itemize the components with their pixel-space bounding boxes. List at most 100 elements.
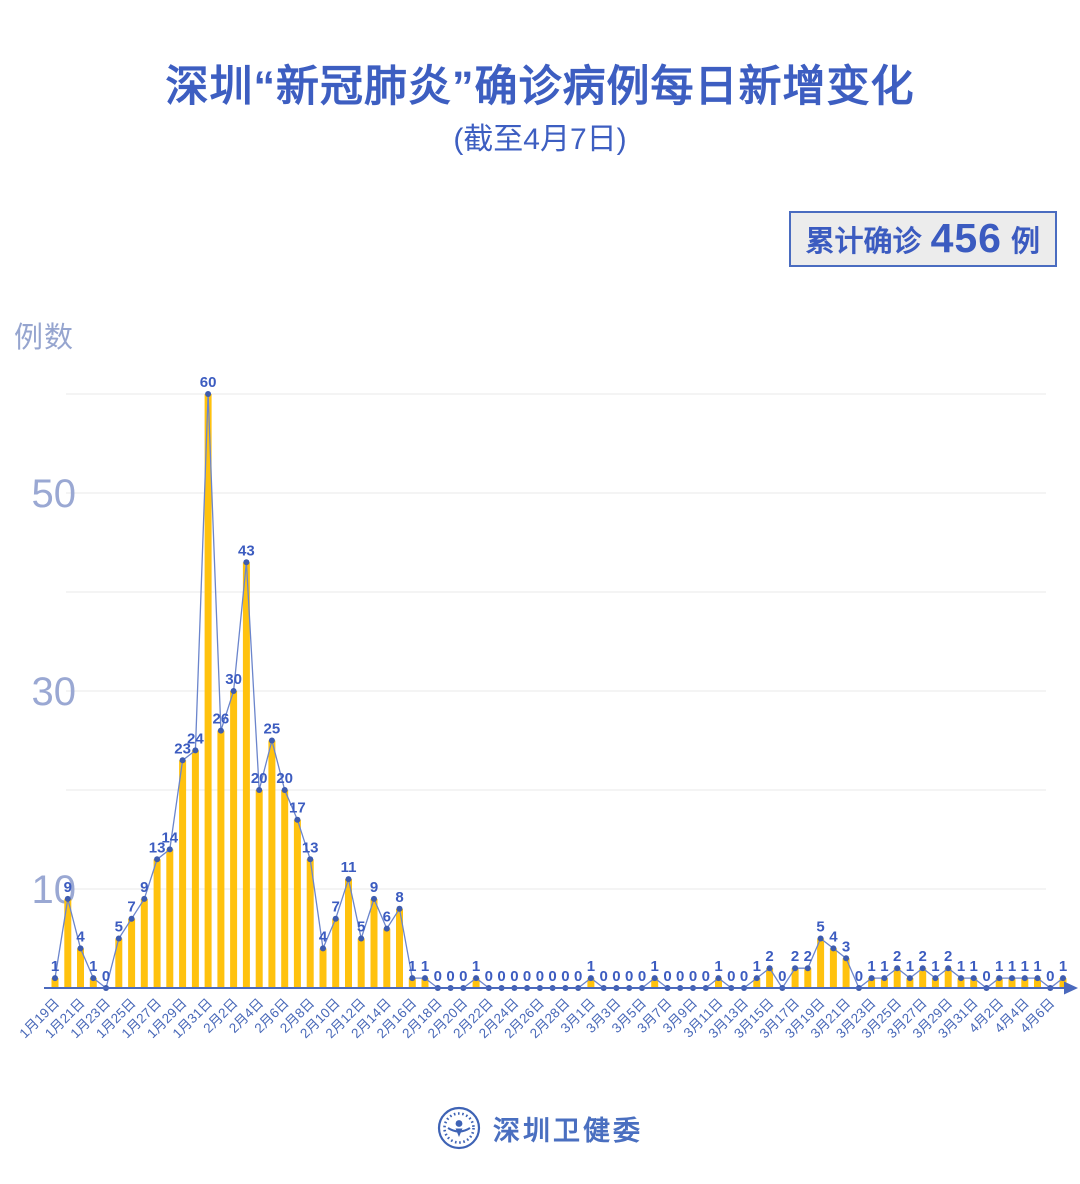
- bar: [1021, 978, 1029, 988]
- bar: [957, 978, 965, 988]
- value-label: 0: [740, 968, 748, 985]
- bar: [230, 691, 238, 988]
- bar: [191, 750, 199, 988]
- value-label: 3: [842, 938, 850, 955]
- value-label: 7: [332, 899, 340, 916]
- bar: [242, 562, 250, 988]
- value-label: 5: [115, 919, 123, 936]
- value-label: 13: [302, 839, 319, 856]
- value-label: 0: [855, 968, 863, 985]
- data-point: [473, 975, 480, 982]
- value-label: 20: [251, 770, 268, 787]
- bar: [1008, 978, 1016, 988]
- bar: [77, 948, 84, 988]
- data-point: [115, 935, 122, 942]
- data-point: [128, 915, 135, 922]
- value-label: 25: [264, 721, 281, 738]
- value-label: 30: [225, 671, 242, 688]
- bar: [829, 948, 837, 988]
- value-label: 1: [753, 958, 761, 975]
- value-label: 0: [676, 968, 684, 985]
- value-label: 0: [574, 968, 582, 985]
- value-label: 13: [149, 839, 166, 856]
- value-label: 7: [127, 899, 135, 916]
- bar: [396, 908, 403, 988]
- value-label: 60: [200, 374, 217, 391]
- value-label: 8: [395, 889, 403, 906]
- value-label: 0: [982, 968, 990, 985]
- bar: [204, 394, 212, 988]
- value-label: 0: [485, 968, 493, 985]
- value-label: 0: [600, 968, 608, 985]
- bar: [140, 898, 148, 988]
- badge-unit-label: 例: [1010, 226, 1040, 258]
- value-label: 1: [421, 958, 429, 975]
- bar: [842, 958, 850, 988]
- footer-org-name: 深圳卫健委: [493, 1115, 643, 1146]
- bar: [817, 938, 825, 988]
- bar: [281, 790, 289, 988]
- page-title: 深圳“新冠肺炎”确诊病例每日新增变化: [165, 63, 915, 111]
- value-label: 1: [1008, 958, 1016, 975]
- value-label: 0: [702, 968, 710, 985]
- bar: [1034, 978, 1041, 988]
- data-point: [307, 856, 314, 863]
- value-label: 0: [561, 968, 569, 985]
- value-label: 2: [791, 948, 799, 965]
- bar: [868, 978, 876, 988]
- data-point: [371, 895, 377, 902]
- value-label: 1: [906, 958, 914, 975]
- bar: [51, 978, 59, 988]
- badge-prefix-label: 累计确诊: [805, 226, 922, 258]
- value-label: 1: [880, 958, 888, 975]
- value-label: 1: [651, 958, 659, 975]
- data-point: [804, 965, 811, 972]
- value-label: 9: [64, 879, 72, 896]
- value-label: 0: [663, 968, 671, 985]
- data-point: [932, 975, 939, 982]
- value-label: 2: [765, 948, 773, 965]
- value-label: 0: [446, 968, 454, 985]
- value-label: 0: [612, 968, 620, 985]
- bar: [651, 978, 659, 988]
- value-label: 0: [1046, 968, 1054, 985]
- data-point: [141, 895, 148, 902]
- data-point: [383, 925, 390, 932]
- data-point: [396, 905, 403, 912]
- bar: [217, 730, 225, 988]
- value-label: 4: [76, 928, 85, 945]
- data-point: [817, 935, 824, 942]
- value-label: 0: [548, 968, 556, 985]
- data-point: [958, 975, 964, 982]
- value-label: 1: [970, 958, 978, 975]
- data-point: [1060, 975, 1066, 982]
- bar: [906, 978, 914, 988]
- value-label: 0: [689, 968, 697, 985]
- data-point: [1034, 975, 1041, 982]
- value-label: 1: [867, 958, 875, 975]
- data-point: [205, 391, 212, 397]
- value-label: 0: [434, 968, 442, 985]
- value-label: 0: [102, 968, 110, 985]
- data-point: [587, 975, 594, 982]
- bar: [64, 898, 72, 988]
- value-label: 4: [829, 928, 838, 945]
- bar: [587, 978, 595, 988]
- value-label: 14: [161, 829, 178, 846]
- data-point: [268, 737, 275, 744]
- data-point: [243, 559, 250, 566]
- bar: [319, 948, 327, 988]
- data-point: [830, 945, 837, 952]
- value-label: 2: [919, 948, 927, 965]
- value-label: 26: [213, 711, 230, 728]
- bar: [268, 740, 276, 988]
- bar: [931, 978, 939, 988]
- data-point: [294, 816, 301, 823]
- data-point: [651, 975, 658, 982]
- value-label: 1: [587, 958, 595, 975]
- data-point: [179, 757, 186, 764]
- value-label: 0: [536, 968, 544, 985]
- value-label: 1: [1059, 958, 1067, 975]
- value-label: 1: [408, 958, 416, 975]
